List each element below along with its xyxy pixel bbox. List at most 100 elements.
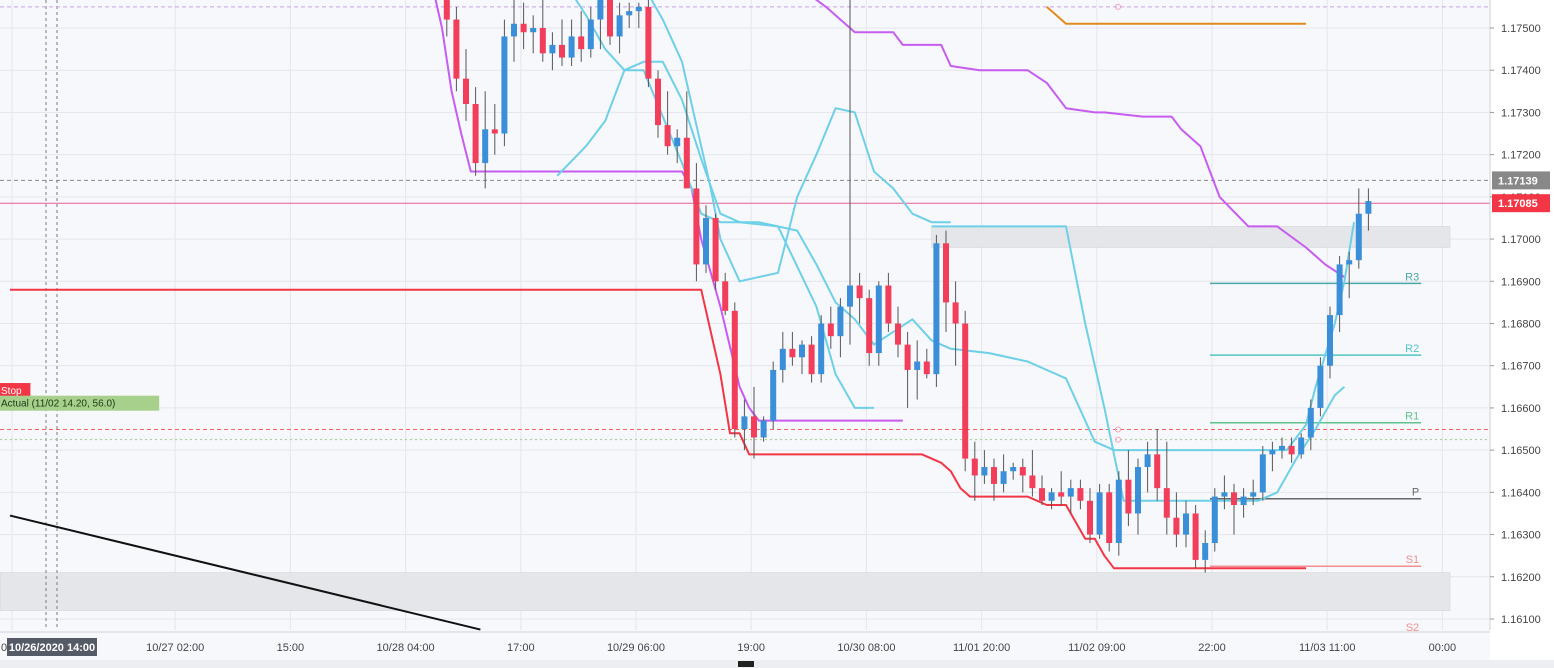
candle-body — [1327, 315, 1333, 366]
candle-body — [635, 6, 642, 12]
candle-body — [1163, 488, 1170, 518]
trendline[interactable] — [9, 514, 481, 631]
candle-body — [770, 369, 777, 421]
price-tick-label: 1.16500 — [1501, 445, 1541, 457]
price-tick-label: 1.17300 — [1501, 107, 1541, 119]
candle-body — [703, 217, 709, 265]
price-tick-label: 1.16900 — [1501, 276, 1541, 288]
candle-body — [962, 323, 969, 459]
candle-body — [895, 323, 901, 345]
candle-body — [1115, 479, 1122, 544]
indicator-line — [10, 288, 1306, 570]
time-tick-label: 10/29 06:00 — [607, 642, 665, 654]
candle-body — [549, 44, 556, 54]
candle-body — [1000, 471, 1007, 484]
candle-body — [943, 243, 949, 303]
indicator-line — [650, 0, 951, 283]
price-axis[interactable] — [1490, 0, 1554, 668]
order-label: Stop — [1, 386, 22, 397]
price-tick-label: 1.17200 — [1501, 150, 1541, 162]
candle-body — [1365, 201, 1372, 214]
candle-body — [530, 28, 537, 33]
candle-body — [1211, 496, 1218, 544]
candle-body — [991, 467, 997, 484]
candle-body — [1010, 467, 1017, 472]
candle-body — [1087, 500, 1093, 535]
candle-body — [856, 285, 863, 299]
candle-body — [712, 217, 719, 282]
price-tick-label: 1.16200 — [1501, 572, 1541, 584]
time-tick-label: 10/30 08:00 — [837, 642, 895, 654]
indicator-line — [814, 0, 1345, 278]
order-label-bg[interactable] — [0, 395, 160, 411]
candle-body — [1096, 492, 1103, 535]
candle-body — [693, 188, 700, 265]
candle-body — [923, 361, 930, 375]
candle-body — [1192, 513, 1199, 560]
candle-body — [1029, 475, 1036, 489]
candle-body — [463, 78, 469, 104]
candle-body — [645, 6, 652, 79]
candle-body — [1240, 496, 1247, 506]
order-label-bg[interactable] — [0, 383, 31, 399]
indicator-line — [931, 225, 1346, 502]
candle-body — [1355, 213, 1362, 261]
candle-body — [482, 129, 489, 164]
candle-body — [1259, 454, 1266, 493]
order-label: Actual (11/02 14.20, 56.0) — [1, 399, 115, 410]
price-tick-label: 1.16700 — [1501, 361, 1541, 373]
candle-body — [491, 129, 498, 134]
candle-body — [539, 28, 546, 54]
candle-body — [597, 0, 604, 20]
indicator-line — [1046, 6, 1306, 25]
candle-body — [626, 11, 633, 16]
candle-body — [779, 348, 786, 370]
pivot-label-r3: R3 — [1405, 271, 1419, 283]
price-tick-label: 1.17400 — [1501, 65, 1541, 77]
candle-body — [664, 125, 671, 147]
time-tick-label: 19:00 — [737, 642, 765, 654]
level-marker — [1115, 3, 1121, 10]
candle-body — [511, 23, 517, 37]
pivot-label-s2: S2 — [1406, 622, 1419, 634]
candle-body — [443, 0, 450, 20]
price-tick-label: 1.17000 — [1501, 234, 1541, 246]
price-tick-label: 1.16300 — [1501, 530, 1541, 542]
scrollbar-track[interactable] — [0, 660, 1554, 668]
candle-body — [847, 285, 853, 307]
candle-body — [808, 344, 815, 375]
candle-body — [559, 44, 565, 58]
level-marker — [1115, 426, 1121, 433]
candle-body — [683, 137, 690, 189]
candle-body — [981, 467, 988, 476]
candle-body — [875, 285, 882, 354]
time-tick-label: 11/03 11:00 — [1299, 642, 1355, 654]
support-zone — [0, 572, 1451, 611]
time-cursor-tag — [7, 638, 97, 656]
candle-body — [722, 281, 729, 311]
candle-body — [885, 285, 892, 324]
candle-body — [904, 344, 911, 370]
candle-body — [789, 348, 796, 358]
price-tag — [1492, 171, 1550, 190]
candle-body — [1125, 479, 1132, 514]
candle-body — [1269, 450, 1276, 455]
candle-body — [1048, 492, 1055, 501]
candle-body — [933, 243, 940, 375]
time-tick-label: 0 — [1, 642, 7, 654]
support-zone — [931, 226, 1451, 248]
price-tag-label: 1.17139 — [1498, 175, 1538, 187]
candle-body — [751, 416, 757, 438]
candle-body — [1288, 445, 1295, 455]
candle-body — [799, 344, 805, 358]
level-marker — [1115, 436, 1121, 443]
candle-body — [1298, 437, 1305, 455]
scrollbar-thumb[interactable] — [738, 661, 754, 667]
candle-body — [1307, 407, 1314, 438]
candle-body — [1317, 365, 1324, 408]
candle-body — [1077, 488, 1084, 501]
candle-body — [472, 103, 479, 164]
candle-body — [1173, 517, 1180, 535]
